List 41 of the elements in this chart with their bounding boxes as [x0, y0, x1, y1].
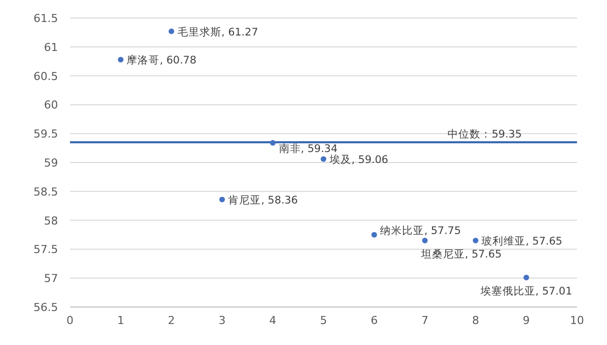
point: [118, 56, 124, 62]
point: [472, 238, 478, 244]
y-tick-label: 60.5: [34, 70, 58, 83]
x-tick-label: 3: [218, 314, 226, 327]
y-tick-label: 57.5: [34, 243, 58, 256]
point: [168, 28, 174, 34]
data-label: 埃及, 59.06: [328, 153, 389, 166]
x-tick-label: 8: [472, 314, 480, 327]
y-tick-label: 61: [44, 40, 58, 54]
y-tick-label: 60: [44, 98, 58, 112]
x-tick-label: 1: [117, 314, 124, 327]
data-label: 摩洛哥, 60.78: [126, 54, 196, 67]
point: [371, 232, 377, 238]
x-tick-label: 4: [269, 314, 276, 327]
y-tick-label: 59.5: [34, 128, 58, 141]
point: [320, 156, 326, 162]
x-tick-label: 7: [421, 314, 428, 327]
data-label: 纳米比亚, 57.75: [380, 224, 461, 237]
point: [270, 140, 276, 146]
y-tick-label: 61.5: [34, 12, 58, 25]
y-tick-label: 57: [44, 272, 58, 286]
x-tick-label: 5: [320, 314, 327, 327]
y-tick-label: 58: [44, 214, 58, 228]
x-tick-label: 2: [168, 314, 175, 327]
y-tick-label: 59: [44, 156, 58, 170]
point: [524, 274, 530, 280]
data-label: 南非, 59.34: [278, 142, 338, 155]
data-label: 埃塞俄比亚, 57.01: [479, 284, 572, 298]
ref-line-label: 中位数：59.35: [448, 127, 522, 140]
x-tick-label: 0: [66, 314, 74, 327]
x-tick-label: 6: [370, 314, 378, 327]
data-label: 肯尼亚, 58.36: [228, 193, 298, 206]
point: [422, 238, 428, 244]
x-tick-label: 10: [570, 314, 584, 327]
data-label: 坦桑尼亚, 57.65: [420, 248, 502, 261]
data-label: 毛里求斯, 61.27: [177, 25, 258, 38]
data-label: 玻利维亚, 57.65: [482, 234, 562, 248]
y-tick-label: 56.5: [34, 301, 58, 314]
y-tick-label: 58.5: [34, 185, 58, 198]
point: [219, 196, 225, 202]
x-tick-label: 9: [522, 314, 530, 327]
